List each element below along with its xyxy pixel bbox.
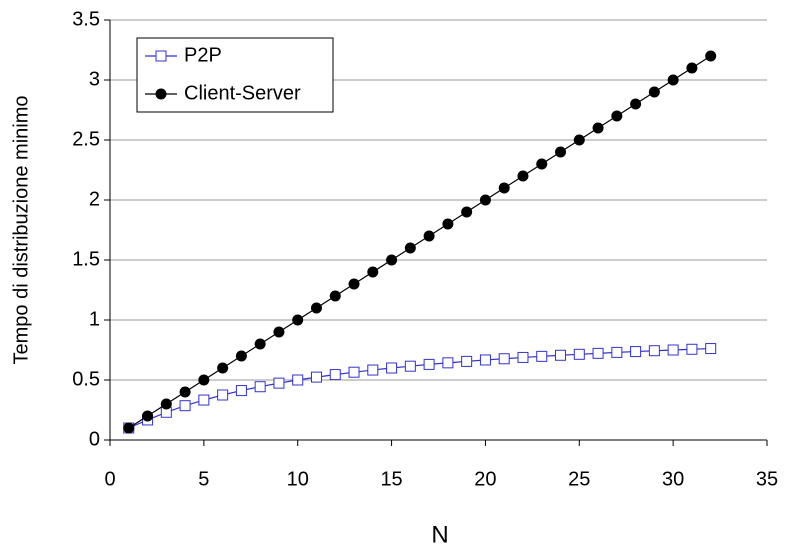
data-point xyxy=(461,355,473,367)
x-tick-label: 35 xyxy=(756,468,778,490)
data-point xyxy=(667,344,679,356)
data-point xyxy=(498,182,510,194)
data-point xyxy=(423,358,435,370)
data-point xyxy=(198,394,210,406)
data-point xyxy=(235,385,247,397)
data-point xyxy=(648,86,660,98)
data-point xyxy=(254,381,266,393)
y-tick-label: 1.5 xyxy=(72,248,100,270)
data-point xyxy=(367,364,379,376)
x-tick-label: 5 xyxy=(198,468,209,490)
data-point xyxy=(592,347,604,359)
data-point xyxy=(142,410,154,422)
data-point xyxy=(573,134,585,146)
data-point xyxy=(329,369,341,381)
x-tick-label: 20 xyxy=(474,468,496,490)
series-line xyxy=(128,347,711,429)
data-point xyxy=(536,158,548,170)
data-point xyxy=(442,357,454,369)
y-tick-label: 1 xyxy=(89,308,100,330)
data-point xyxy=(630,98,642,110)
data-point xyxy=(611,110,623,122)
data-point xyxy=(573,348,585,360)
data-point xyxy=(310,302,322,314)
data-point xyxy=(479,194,491,206)
y-tick-label: 2.5 xyxy=(72,128,100,150)
legend-label: Client-Server xyxy=(184,82,301,104)
data-point xyxy=(386,254,398,266)
data-point xyxy=(517,351,529,363)
data-point xyxy=(705,343,717,355)
data-point xyxy=(686,62,698,74)
data-point xyxy=(348,366,360,378)
legend-label: P2P xyxy=(184,44,222,66)
legend-marker xyxy=(155,88,167,100)
data-point xyxy=(254,338,266,350)
data-point xyxy=(592,122,604,134)
data-point xyxy=(217,389,229,401)
data-point xyxy=(217,362,229,374)
data-point xyxy=(179,400,191,412)
data-point xyxy=(423,230,435,242)
data-point xyxy=(273,326,285,338)
x-tick-label: 0 xyxy=(104,468,115,490)
data-point xyxy=(292,314,304,326)
y-axis-label: Tempo di distribuzione minimo xyxy=(10,95,32,364)
data-point xyxy=(517,170,529,182)
data-point xyxy=(160,398,172,410)
y-tick-label: 3.5 xyxy=(72,8,100,30)
data-point xyxy=(667,74,679,86)
data-point xyxy=(536,350,548,362)
y-tick-label: 0.5 xyxy=(72,368,100,390)
x-axis-label: N xyxy=(431,521,448,548)
data-point xyxy=(310,371,322,383)
data-point xyxy=(648,345,660,357)
legend-marker xyxy=(155,50,167,62)
data-point xyxy=(367,266,379,278)
data-point xyxy=(705,50,717,62)
data-point xyxy=(386,362,398,374)
y-tick-label: 3 xyxy=(89,68,100,90)
y-tick-label: 0 xyxy=(89,428,100,450)
x-tick-label: 30 xyxy=(662,468,684,490)
data-point xyxy=(555,349,567,361)
x-tick-label: 15 xyxy=(380,468,402,490)
data-point xyxy=(179,386,191,398)
data-point xyxy=(555,146,567,158)
data-point xyxy=(442,218,454,230)
data-point xyxy=(235,350,247,362)
data-point xyxy=(292,374,304,386)
data-point xyxy=(611,346,623,358)
data-point xyxy=(123,422,135,434)
legend-box xyxy=(136,37,334,113)
x-tick-label: 25 xyxy=(568,468,590,490)
data-point xyxy=(404,242,416,254)
data-point xyxy=(630,346,642,358)
data-point xyxy=(404,360,416,372)
x-tick-label: 10 xyxy=(287,468,309,490)
data-point xyxy=(686,343,698,355)
data-point xyxy=(498,353,510,365)
data-point xyxy=(273,377,285,389)
data-point xyxy=(329,290,341,302)
y-tick-label: 2 xyxy=(89,188,100,210)
data-point xyxy=(348,278,360,290)
data-point xyxy=(479,354,491,366)
data-point xyxy=(198,374,210,386)
data-point xyxy=(461,206,473,218)
